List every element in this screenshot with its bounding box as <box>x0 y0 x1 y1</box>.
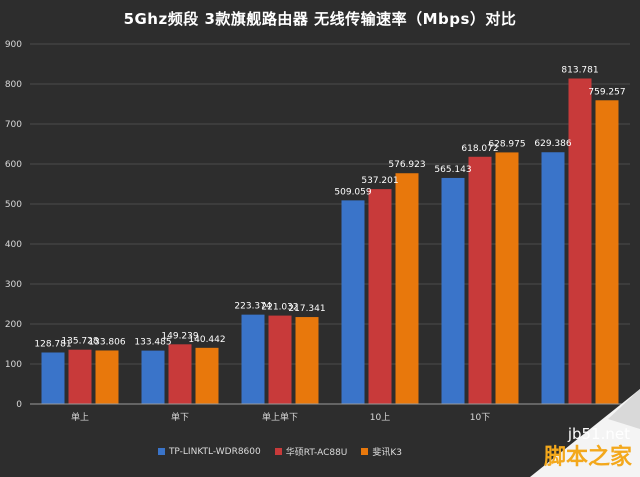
bar-series-2-cat-3 <box>395 173 419 404</box>
bar-series-2-cat-5 <box>595 100 619 404</box>
watermark-url: jb51.net <box>567 425 630 443</box>
bar-series-2-cat-0 <box>95 350 119 404</box>
data-label: 221.032 <box>261 303 298 313</box>
y-tick-label: 200 <box>5 320 22 330</box>
legend-swatch-tplink <box>157 448 165 455</box>
watermark: jb51.net 脚本之家 <box>490 389 640 477</box>
data-label: 537.201 <box>361 176 398 186</box>
y-tick-label: 100 <box>5 360 22 370</box>
data-label: 133.485 <box>134 338 171 348</box>
data-label: 759.257 <box>588 87 625 97</box>
bar-series-1-cat-5 <box>568 78 592 404</box>
bars <box>41 78 619 404</box>
data-label: 618.072 <box>461 144 498 154</box>
data-label: 135.728 <box>61 337 98 347</box>
y-tick-label: 300 <box>5 280 22 290</box>
legend-item-tplink: TP-LINKTL-WDR8600 <box>157 445 261 458</box>
y-tick-label: 800 <box>5 80 22 90</box>
data-label: 140.442 <box>188 335 225 345</box>
data-label: 509.059 <box>334 187 371 197</box>
legend-item-asus: 华硕RT-AC88U <box>274 445 348 458</box>
legend-swatch-asus <box>274 448 282 455</box>
legend-label-asus: 华硕RT-AC88U <box>285 448 348 458</box>
chart-title: 5Ghz频段 3款旗舰路由器 无线传输速率（Mbps）对比 <box>123 10 517 28</box>
bar-series-1-cat-1 <box>168 344 192 404</box>
bar-series-2-cat-4 <box>495 152 519 404</box>
x-category-label: 单上单下 <box>262 411 298 423</box>
data-label: 565.143 <box>434 165 471 175</box>
y-tick-label: 400 <box>5 240 22 250</box>
gridlines <box>30 43 630 365</box>
bar-series-0-cat-5 <box>541 152 565 404</box>
data-label: 128.781 <box>34 339 71 349</box>
y-tick-label: 900 <box>5 40 22 50</box>
bar-series-1-cat-0 <box>68 349 92 404</box>
legend-item-phicomm: 斐讯K3 <box>361 445 402 458</box>
bar-series-0-cat-3 <box>341 200 365 404</box>
x-axis-categories: 单上 单下 单上单下 10上 10下 <box>71 411 490 423</box>
data-label: 813.781 <box>561 65 598 75</box>
bar-series-0-cat-2 <box>241 314 265 404</box>
bar-series-0-cat-4 <box>441 177 465 404</box>
data-label: 629.386 <box>534 139 571 149</box>
bar-series-1-cat-4 <box>468 156 492 404</box>
y-tick-label: 0 <box>16 400 22 410</box>
data-label: 576.923 <box>388 160 425 170</box>
x-category-label: 单上 <box>71 411 89 423</box>
data-label: 149.239 <box>161 331 198 341</box>
data-label: 628.975 <box>488 139 525 149</box>
legend: TP-LINKTL-WDR8600 华硕RT-AC88U 斐讯K3 <box>0 445 560 458</box>
bar-series-1-cat-2 <box>268 315 292 404</box>
y-tick-label: 500 <box>5 200 22 210</box>
x-category-label: 单下 <box>171 411 189 423</box>
bar-series-1-cat-3 <box>368 189 392 404</box>
bar-series-2-cat-1 <box>195 347 219 404</box>
watermark-site-name: 脚本之家 <box>543 445 632 470</box>
y-tick-label: 600 <box>5 160 22 170</box>
legend-label-tplink: TP-LINKTL-WDR8600 <box>168 446 261 457</box>
y-tick-label: 700 <box>5 120 22 130</box>
watermark-page-curl <box>530 389 640 477</box>
data-label: 133.806 <box>88 337 125 347</box>
bar-series-0-cat-0 <box>41 352 65 404</box>
x-category-label: 10上 <box>370 412 390 423</box>
bar-series-2-cat-2 <box>295 317 319 404</box>
bar-series-0-cat-1 <box>141 350 165 404</box>
y-axis-ticks: 0 100 200 300 400 500 600 700 800 900 <box>5 40 22 410</box>
legend-swatch-phicomm <box>361 448 369 455</box>
legend-label-phicomm: 斐讯K3 <box>372 448 403 458</box>
x-category-label: 10下 <box>470 413 490 423</box>
data-label: 217.341 <box>288 304 325 314</box>
data-label: 223.374 <box>234 302 271 312</box>
bar-chart: 0 100 200 300 400 500 600 700 800 900 128.781135.… <box>5 40 630 423</box>
